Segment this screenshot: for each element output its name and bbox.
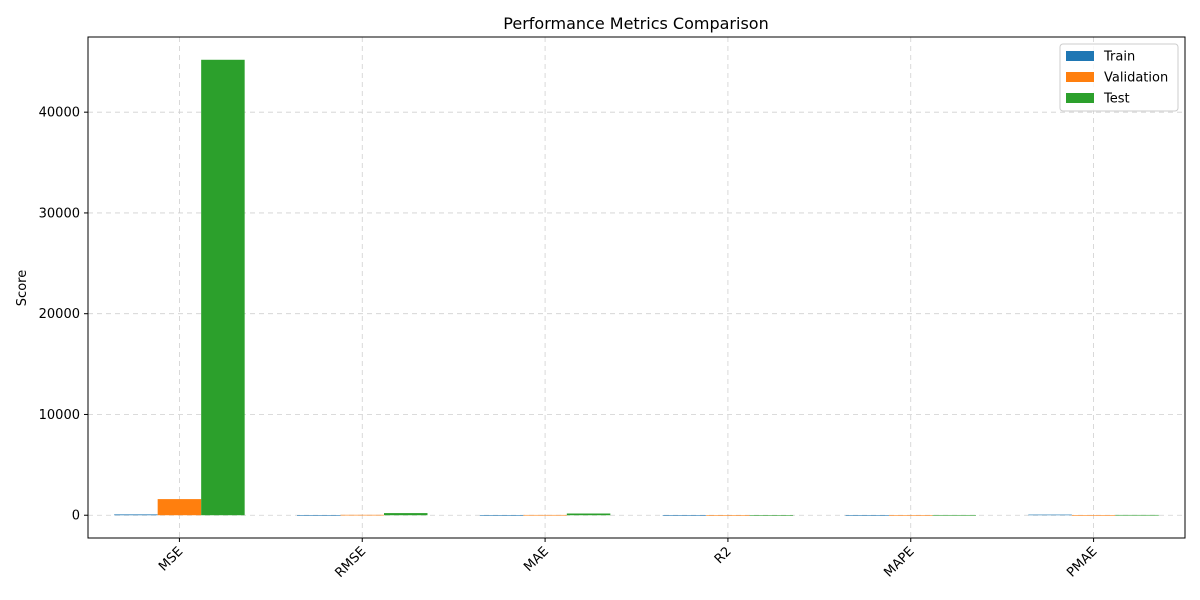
- bars: [114, 59, 1159, 516]
- bar-train-rmse: [297, 515, 341, 516]
- bar-test-pmae: [1115, 514, 1159, 516]
- x-tick-label: MAPE: [881, 544, 917, 580]
- legend-label: Validation: [1104, 71, 1168, 86]
- legend-swatch: [1066, 51, 1094, 61]
- bar-validation-mape: [889, 515, 933, 516]
- bar-train-r2: [662, 515, 707, 516]
- x-tick-label: MSE: [156, 544, 186, 574]
- bar-validation-rmse: [340, 514, 384, 516]
- x-tick-label: MAE: [521, 544, 552, 575]
- legend-label: Test: [1103, 92, 1130, 107]
- y-tick-label: 10000: [39, 408, 80, 423]
- x-tick-label: R2: [712, 544, 735, 567]
- bar-test-mse: [201, 59, 245, 516]
- bar-validation-pmae: [1071, 515, 1116, 516]
- bar-validation-r2: [706, 515, 750, 516]
- bar-train-mae: [479, 515, 524, 516]
- legend-swatch: [1066, 72, 1094, 82]
- bar-test-rmse: [384, 513, 428, 516]
- bar-test-mae: [566, 513, 611, 516]
- legend-label: Train: [1103, 50, 1135, 65]
- legend-swatch: [1066, 93, 1094, 103]
- bar-train-pmae: [1028, 514, 1072, 516]
- legend: Train Validation Test: [1059, 43, 1179, 112]
- chart-title: Performance Metrics Comparison: [503, 14, 768, 33]
- bar-test-r2: [749, 515, 794, 516]
- x-tick-label: PMAE: [1064, 544, 1100, 580]
- bar-train-mse: [114, 514, 158, 516]
- plot-frame: [87, 36, 1186, 539]
- y-tick-label: 40000: [39, 106, 80, 121]
- bar-validation-mse: [157, 499, 202, 516]
- y-tick-label: 20000: [39, 307, 80, 322]
- x-tick-label: RMSE: [333, 544, 370, 581]
- grid-lines: [88, 37, 1185, 538]
- y-axis-ticks: 0 10000 20000 30000 40000: [39, 106, 88, 524]
- bar-validation-mae: [523, 514, 567, 516]
- x-axis-ticks: MSE RMSE MAE R2 MAPE PMAE: [156, 538, 1100, 581]
- y-tick-label: 0: [72, 509, 80, 524]
- bar-test-mape: [932, 514, 976, 516]
- y-tick-label: 30000: [39, 206, 80, 221]
- y-axis-label: Score: [15, 270, 30, 306]
- bar-train-mape: [845, 515, 889, 516]
